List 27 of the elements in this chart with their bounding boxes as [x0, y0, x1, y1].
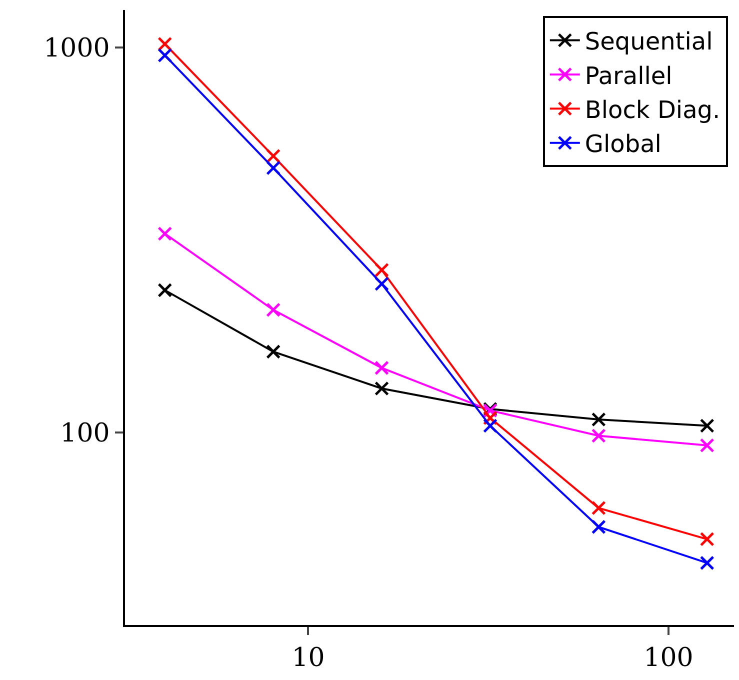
point: [158, 36, 172, 52]
x-tick-label: 10: [292, 643, 325, 674]
point: [374, 381, 390, 396]
point: [591, 412, 606, 427]
point: [266, 148, 281, 164]
point: [374, 276, 390, 292]
point: [591, 520, 606, 534]
y-tick-label: 1000: [44, 33, 110, 64]
point: [700, 556, 714, 570]
point: [700, 532, 714, 546]
point: [700, 438, 714, 453]
point: [374, 262, 390, 278]
point: [158, 282, 172, 298]
legend-label: Parallel: [584, 62, 672, 90]
legend-label: Sequential: [584, 28, 713, 56]
legend-label: Block Diag.: [584, 96, 720, 124]
point: [266, 302, 281, 318]
legend-label: Global: [584, 130, 662, 158]
point: [482, 418, 498, 434]
point: [266, 160, 281, 176]
point: [591, 500, 606, 516]
point: [266, 344, 281, 359]
point: [591, 428, 606, 443]
point: [374, 360, 390, 376]
point: [700, 418, 714, 434]
point: [158, 48, 172, 63]
point: [158, 226, 172, 241]
